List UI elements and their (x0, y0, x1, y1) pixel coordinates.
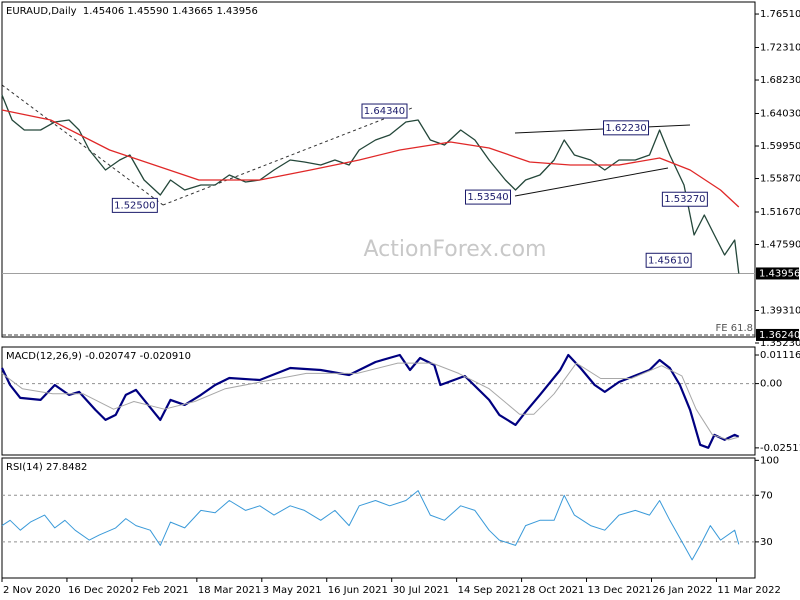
y-tick-label: 1.39310 (760, 305, 800, 316)
y-tick-label: -0.025117 (760, 443, 800, 454)
level-name: FE 61.8 (715, 323, 753, 334)
series-line (1, 94, 740, 274)
y-tick-label: 1.72310 (760, 43, 800, 54)
trend-line (162, 107, 413, 206)
x-tick-label: 13 Dec 2021 (588, 585, 652, 596)
series-line (1, 490, 740, 561)
price-label-box (756, 328, 799, 341)
x-tick-label: 18 Mar 2021 (198, 585, 261, 596)
series-line (1, 109, 740, 208)
price-label: 1.36240 (759, 330, 800, 341)
annotation-label: 1.62230 (605, 123, 646, 134)
y-tick-label: 100 (760, 455, 779, 466)
y-tick-label: 1.76510 (760, 9, 800, 20)
panel-border (1, 1, 756, 338)
annotation-label: 1.45610 (648, 255, 689, 266)
y-tick-label: 30 (760, 537, 773, 548)
annotation-box (645, 252, 692, 268)
x-tick-label: 2 Feb 2021 (133, 585, 189, 596)
annotation-label: 1.52500 (114, 200, 155, 211)
panel-border (1, 457, 756, 579)
panel-title: MACD(12,26,9) -0.020747 -0.020910 (6, 351, 191, 362)
annotation-box (361, 103, 408, 119)
price-label-box (756, 267, 799, 280)
annotation-box (465, 189, 512, 205)
x-tick-label: 3 May 2021 (263, 585, 322, 596)
x-tick-label: 2 Nov 2020 (3, 585, 61, 596)
y-tick-label: 1.64030 (760, 108, 800, 119)
x-tick-label: 14 Sep 2021 (458, 585, 521, 596)
x-tick-label: 16 Dec 2020 (68, 585, 132, 596)
y-tick-label: 1.35230 (760, 338, 800, 349)
panel-border (1, 346, 756, 456)
x-tick-label: 16 Jun 2021 (328, 585, 388, 596)
trend-line (514, 124, 691, 134)
annotation-label: 1.53540 (467, 192, 508, 203)
annotation-box (111, 197, 158, 213)
price-label: 1.43956 (759, 268, 800, 279)
x-tick-label: 26 Jan 2022 (652, 585, 712, 596)
x-tick-label: 11 Mar 2022 (717, 585, 780, 596)
panel-title: RSI(14) 27.8482 (6, 462, 87, 473)
y-tick-label: 1.68230 (760, 75, 800, 86)
x-tick-label: 30 Jul 2021 (393, 585, 450, 596)
y-tick-label: 0.011168 (760, 350, 800, 361)
trend-line (514, 167, 669, 197)
panel-title: EURAUD,Daily 1.45406 1.45590 1.43665 1.4… (6, 6, 258, 17)
series-line (1, 353, 740, 449)
x-tick-label: 28 Oct 2021 (523, 585, 585, 596)
watermark: ActionForex.com (364, 237, 547, 262)
y-tick-label: 70 (760, 490, 773, 501)
annotation-label: 1.53270 (664, 194, 705, 205)
y-tick-label: 1.59950 (760, 141, 800, 152)
y-tick-label: 1.55870 (760, 174, 800, 185)
y-tick-label: 1.47590 (760, 240, 800, 251)
annotation-box (603, 120, 650, 136)
series-line (1, 362, 739, 441)
y-tick-label: 0.00 (760, 379, 782, 390)
annotation-box (661, 191, 708, 207)
y-tick-label: 1.51670 (760, 207, 800, 218)
annotation-label: 1.64340 (364, 106, 405, 117)
